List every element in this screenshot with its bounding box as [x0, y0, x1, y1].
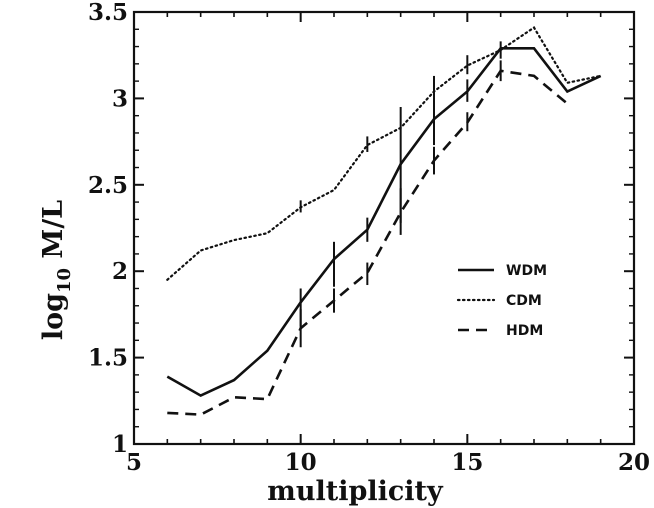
x-tick-label: 5	[126, 449, 142, 476]
x-tick-label: 20	[618, 449, 650, 476]
y-tick-label: 3	[112, 85, 128, 112]
axis-ticks: 5 10 15 20 1 1.5 2 2.5 3 3.5	[88, 0, 650, 476]
y-tick-label: 1	[112, 431, 128, 458]
y-axis-label: log10 M/L	[38, 200, 75, 340]
legend-label-wdm: WDM	[506, 263, 547, 279]
legend-label-hdm: HDM	[506, 323, 543, 339]
x-tick-label: 10	[285, 449, 317, 476]
axis-labels: multiplicity log10 M/L	[38, 200, 444, 507]
x-tick-label: 15	[451, 449, 483, 476]
plot-area	[132, 10, 636, 446]
series-cdm-line	[166, 26, 602, 281]
legend: WDM CDM HDM	[456, 263, 547, 339]
y-axis-label-rest: M/L	[38, 200, 69, 268]
y-tick-label: 2.5	[88, 172, 128, 199]
legend-label-cdm: CDM	[506, 293, 542, 309]
y-axis-label-sub: 10	[54, 268, 75, 293]
y-axis-label-main: log	[38, 293, 69, 340]
y-tick-label: 3.5	[88, 0, 128, 26]
plot-frame	[132, 10, 636, 446]
series-layer	[166, 26, 602, 416]
x-axis-label: multiplicity	[267, 476, 444, 507]
y-tick-label: 1.5	[88, 345, 128, 372]
error-bars	[299, 41, 502, 348]
y-tick-label: 2	[112, 258, 128, 285]
series-wdm-line	[166, 46, 602, 398]
